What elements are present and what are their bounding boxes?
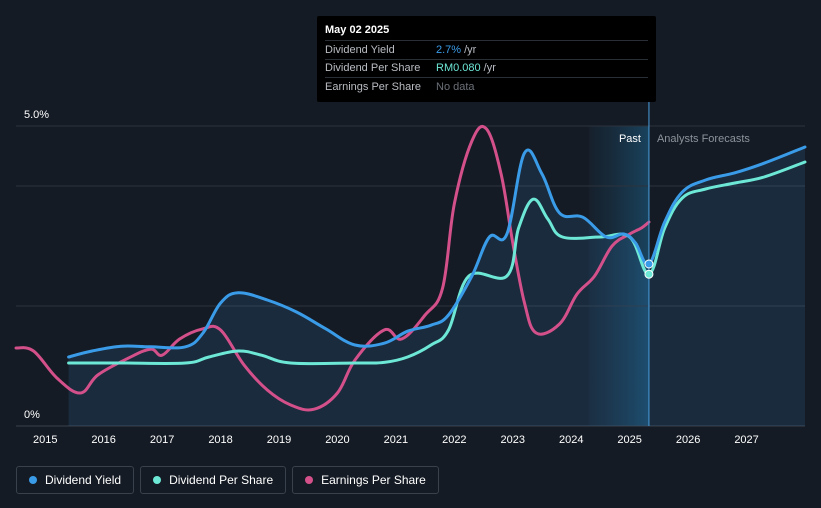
marker-points	[644, 259, 654, 279]
legend-item-dividend-yield[interactable]: Dividend Yield	[16, 466, 135, 494]
dividend-yield-marker	[644, 259, 654, 269]
x-tick-label: 2025	[617, 434, 641, 446]
legend-item-earnings-per-share[interactable]: Earnings Per Share	[292, 466, 439, 494]
forecast-label: Analysts Forecasts	[657, 133, 750, 145]
tooltip-value: RM0.080	[436, 62, 481, 75]
y-axis-top-label: 5.0%	[24, 109, 49, 121]
x-tick-label: 2023	[501, 434, 525, 446]
y-axis-bottom-label: 0%	[24, 409, 40, 421]
legend-label: Dividend Yield	[45, 473, 122, 487]
tooltip-date: May 02 2025	[325, 24, 390, 36]
tooltip-unit: /yr	[464, 43, 477, 56]
x-tick-label: 2021	[384, 434, 408, 446]
dividend-per-share-line	[67, 160, 807, 366]
legend: Dividend Yield Dividend Per Share Earnin…	[16, 466, 439, 494]
tooltip-label: Earnings Per Share	[325, 80, 421, 93]
tooltip: May 02 2025 Dividend Yield 2.7% /yr Divi…	[317, 16, 656, 102]
dividend-yield-area	[68, 147, 806, 426]
tooltip-value: No data	[436, 80, 475, 93]
legend-label: Dividend Per Share	[169, 473, 274, 487]
tooltip-label: Dividend Per Share	[325, 62, 421, 75]
earnings-per-share-line	[14, 124, 651, 412]
past-band	[588, 126, 649, 426]
x-tick-label: 2026	[676, 434, 700, 446]
tooltip-row-earnings-per-share: Earnings Per Share No data	[325, 77, 648, 96]
x-tick-label: 2027	[734, 434, 758, 446]
past-label: Past	[619, 133, 641, 145]
x-tick-label: 2016	[91, 434, 115, 446]
dividend-per-share-marker	[644, 269, 654, 279]
tooltip-unit: /yr	[483, 62, 496, 75]
x-tick-label: 2024	[559, 434, 583, 446]
tooltip-row-dividend-yield: Dividend Yield 2.7% /yr	[325, 40, 648, 59]
legend-item-dividend-per-share[interactable]: Dividend Per Share	[140, 466, 287, 494]
tooltip-row-dividend-per-share: Dividend Per Share RM0.080 /yr	[325, 58, 648, 78]
legend-dot-icon	[305, 476, 314, 484]
legend-label: Earnings Per Share	[321, 473, 426, 487]
x-tick-label: 2015	[33, 434, 57, 446]
x-tick-label: 2017	[150, 434, 174, 446]
grid-lines	[16, 125, 805, 427]
tooltip-label: Dividend Yield	[325, 43, 395, 56]
tooltip-value: 2.7%	[436, 43, 462, 56]
x-tick-label: 2018	[208, 434, 232, 446]
x-tick-label: 2022	[442, 434, 466, 446]
x-tick-label: 2020	[325, 434, 349, 446]
series-lines	[14, 124, 807, 412]
x-tick-label: 2019	[267, 434, 291, 446]
x-axis-ticks: 2015 2016 2017 2018 2019 2020 2021 2022 2023 2024…	[33, 434, 759, 446]
dividend-yield-line	[67, 145, 807, 359]
legend-dot-icon	[29, 476, 37, 484]
legend-dot-icon	[153, 476, 162, 484]
